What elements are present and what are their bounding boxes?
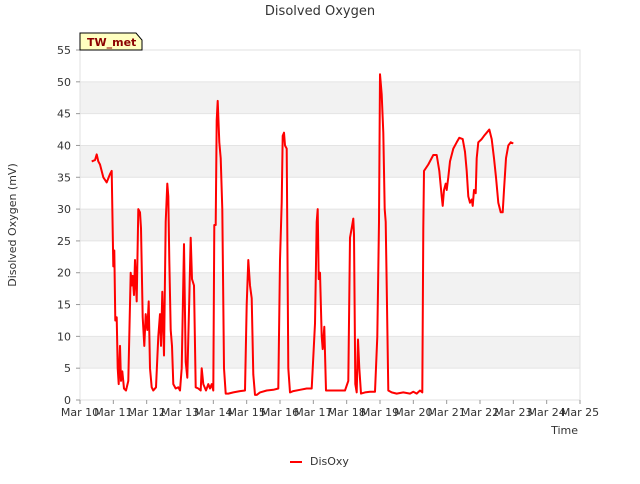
grid-band [80,81,580,114]
x-tick-label: Mar 22 [461,406,499,419]
y-tick-label: 5 [64,362,71,375]
x-tick-label: Mar 23 [494,406,532,419]
site-badge-box [79,32,143,51]
y-tick-label: 30 [57,203,71,216]
y-tick-label: 40 [57,139,71,152]
series-line-disoxy [91,73,514,396]
x-tick-label: Mar 15 [228,406,266,419]
y-tick-label: 55 [57,44,71,57]
x-tick-label: Mar 14 [194,406,232,419]
x-tick-label: Mar 20 [394,406,432,419]
y-axis-ticks: 0 5 10 15 20 25 30 35 40 45 50 55 [57,44,80,407]
x-tick-label: Mar 11 [94,406,132,419]
series-layer [91,73,514,396]
grid-band [80,272,580,305]
y-tick-label: 20 [57,267,71,280]
x-tick-label: Mar 16 [261,406,299,419]
grid-bands [80,81,580,369]
x-tick-label: Mar 17 [294,406,332,419]
x-tick-label: Mar 10 [61,406,99,419]
x-axis-label: Time [550,424,578,437]
plot-frame [79,49,581,401]
x-tick-label: Mar 13 [161,406,199,419]
y-tick-label: 50 [57,76,71,89]
x-tick-label: Mar 21 [428,406,466,419]
site-badge: TW_met [79,32,143,51]
y-tick-label: 45 [57,108,71,121]
x-tick-label: Mar 25 [561,406,599,419]
grid-band [80,209,580,241]
chart-title: Disolved Oxygen [265,4,375,19]
y-tick-label: 15 [57,299,71,312]
grid-band [80,145,580,178]
x-tick-label: Mar 19 [361,406,399,419]
x-tick-label: Mar 12 [128,406,166,419]
grid-band [80,336,580,369]
y-tick-label: 10 [57,330,71,343]
site-badge-label: TW_met [87,36,136,49]
legend-label: DisOxy [310,455,349,468]
y-tick-label: 35 [57,171,71,184]
legend: DisOxy [290,455,349,468]
y-tick-label: 0 [64,394,71,407]
y-axis-label: Disolved Oxygen (mV) [6,163,19,287]
y-tick-label: 25 [57,235,71,248]
x-tick-label: Mar 24 [528,406,566,419]
x-tick-label: Mar 18 [328,406,366,419]
